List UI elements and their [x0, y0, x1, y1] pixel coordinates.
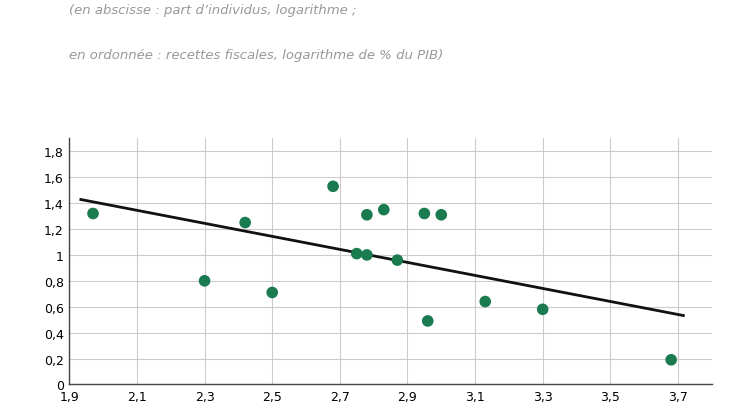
Point — [361, 252, 373, 258]
Point — [391, 257, 403, 264]
Point — [422, 318, 434, 324]
Point — [266, 290, 278, 296]
Point — [361, 212, 373, 218]
Point — [418, 211, 430, 217]
Point — [537, 306, 548, 313]
Point — [480, 299, 491, 305]
Point — [351, 251, 363, 257]
Point — [239, 220, 251, 226]
Text: en ordonnée : recettes fiscales, logarithme de % du PIB): en ordonnée : recettes fiscales, logarit… — [69, 49, 444, 62]
Point — [665, 357, 677, 363]
Point — [378, 207, 390, 213]
Point — [199, 278, 210, 284]
Point — [327, 184, 339, 190]
Point — [435, 212, 447, 218]
Point — [87, 211, 99, 217]
Text: (en abscisse : part d’individus, logarithme ;: (en abscisse : part d’individus, logarit… — [69, 4, 357, 17]
